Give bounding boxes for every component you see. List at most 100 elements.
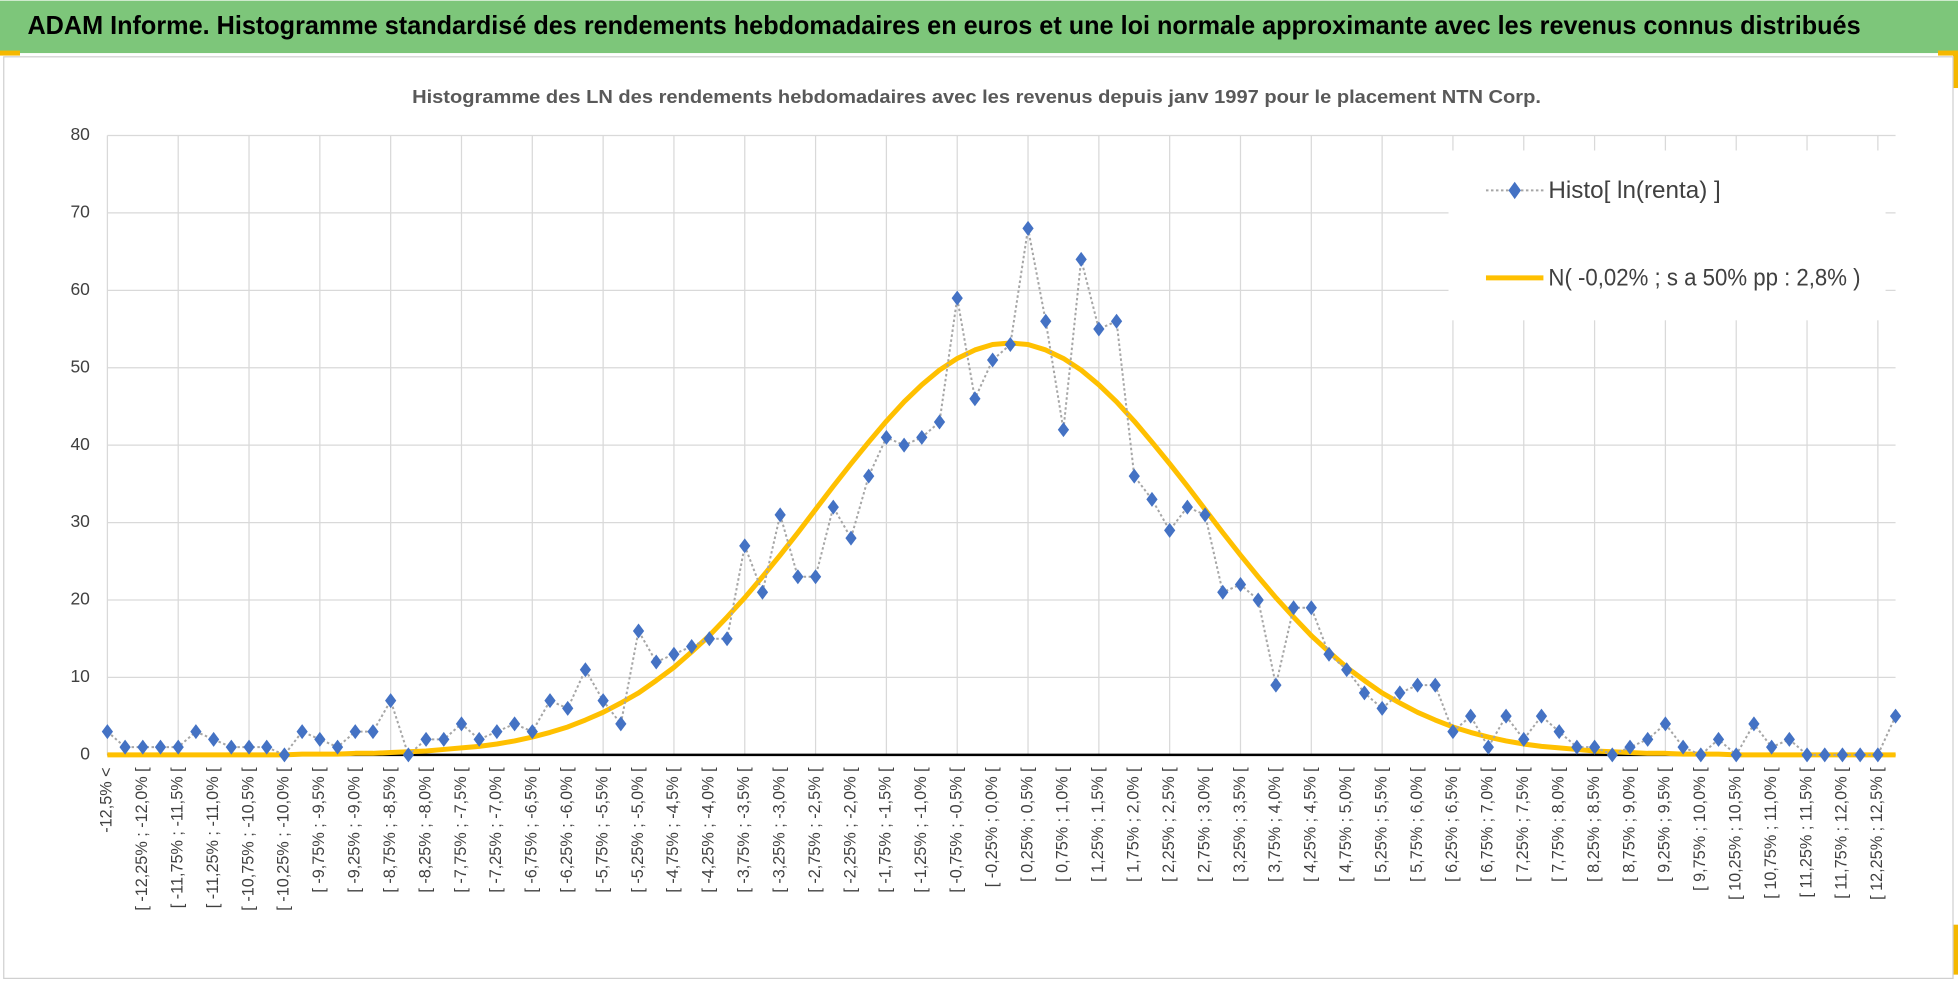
histo-marker (296, 724, 308, 740)
x-tick-label: [ 4,75% ; 5,0% [ (1337, 767, 1355, 882)
histo-marker (792, 569, 804, 585)
histo-marker (1252, 592, 1264, 608)
histo-marker (526, 724, 538, 740)
histo-marker (1695, 747, 1707, 763)
x-tick-label: [ 9,25% ; 9,5% [ (1656, 767, 1674, 882)
histo-marker (1748, 716, 1760, 732)
histo-marker (190, 724, 202, 740)
x-tick-label: [ -3,25% ; -3,0% [ (770, 767, 788, 893)
x-tick-label: [ 1,25% ; 1,5% [ (1089, 767, 1107, 882)
histo-marker (1004, 337, 1016, 353)
histo-marker (898, 437, 910, 453)
x-tick-label: [ -11,75% ; -11,5% [ (168, 767, 186, 908)
x-tick-label: [ -1,75% ; -1,5% [ (877, 767, 895, 893)
legend-swatch (1508, 181, 1521, 200)
histo-marker (597, 693, 609, 709)
y-tick-label: 50 (70, 356, 90, 376)
x-tick-label: [ -4,75% ; -4,5% [ (664, 767, 682, 893)
x-tick-label: [ 11,75% ; 12,0% [ (1833, 767, 1851, 899)
histo-marker (508, 716, 521, 732)
corner-mark (0, 50, 20, 56)
histo-marker (349, 724, 361, 740)
histo-marker (969, 391, 981, 407)
histo-marker (863, 468, 875, 484)
histo-marker (1093, 321, 1105, 337)
histo-marker (1500, 708, 1512, 724)
histo-marker (1040, 313, 1052, 329)
x-tick-label: [ -11,25% ; -11,0% [ (204, 767, 222, 908)
histo-marker (1606, 747, 1618, 763)
x-tick-label: [ 8,25% ; 8,5% [ (1585, 767, 1603, 882)
histo-marker (650, 654, 662, 670)
x-tick-label: [ -3,75% ; -3,5% [ (735, 767, 753, 893)
x-tick-label: [ -9,25% ; -9,0% [ (346, 767, 364, 893)
x-tick-label: [ -12,25% ; -12,0% [ (133, 767, 151, 911)
histo-marker (1677, 739, 1689, 755)
x-tick-label: [ 6,25% ; 6,5% [ (1443, 767, 1461, 882)
histo-marker (1146, 491, 1158, 507)
header-band (0, 0, 1958, 54)
x-tick-label: [ 7,75% ; 8,0% [ (1549, 767, 1567, 882)
histo-marker (562, 700, 574, 716)
histo-marker (225, 739, 237, 755)
y-tick-label: 80 (70, 124, 90, 144)
histo-marker (1801, 747, 1813, 763)
x-tick-label: [ -5,75% ; -5,5% [ (593, 767, 611, 893)
histo-marker (331, 739, 344, 755)
histo-marker (703, 631, 715, 647)
x-tick-label: [ 0,75% ; 1,0% [ (1054, 767, 1072, 882)
histo-marker (1553, 724, 1565, 740)
histo-marker (1642, 731, 1654, 747)
histo-marker (1447, 724, 1459, 740)
x-tick-label: [ -1,25% ; -1,0% [ (912, 767, 930, 893)
y-tick-label: 70 (70, 202, 90, 222)
histo-marker (1305, 600, 1317, 616)
legend-label: N( -0,02% ; s a 50% pp : 2,8% ) (1548, 265, 1860, 291)
x-tick-label: [ 7,25% ; 7,5% [ (1514, 767, 1532, 882)
histo-marker (686, 638, 698, 654)
x-tick-label: [ 2,75% ; 3,0% [ (1195, 767, 1213, 882)
corner-mark (1953, 924, 1958, 975)
histo-marker (101, 724, 114, 740)
histo-marker (314, 731, 326, 747)
x-tick-label: [ 5,75% ; 6,0% [ (1408, 767, 1426, 882)
histo-marker (1889, 708, 1902, 724)
histo-marker (207, 731, 220, 747)
histo-marker (933, 414, 946, 430)
header-title: ADAM Informe. Histogramme standardisé de… (27, 10, 1860, 40)
histo-marker (243, 739, 255, 755)
x-tick-label: [ -9,75% ; -9,5% [ (310, 767, 328, 893)
histo-marker (1376, 700, 1388, 716)
histo-marker (455, 716, 468, 732)
y-tick-label: 20 (70, 589, 90, 609)
histo-marker (809, 569, 822, 585)
x-tick-label: [ 12,25% ; 12,5% [ (1868, 767, 1886, 900)
histo-marker (739, 538, 751, 554)
histo-marker (473, 731, 485, 747)
x-tick-label: [ -4,25% ; -4,0% [ (700, 767, 718, 893)
y-tick-label: 40 (70, 434, 90, 454)
histo-marker (1323, 646, 1335, 662)
x-tick-label: [ -8,25% ; -8,0% [ (416, 767, 434, 893)
histo-marker (367, 724, 379, 740)
histo-marker (615, 716, 627, 732)
x-tick-label: [ -5,25% ; -5,0% [ (629, 767, 647, 893)
x-tick-label: [ -6,25% ; -6,0% [ (558, 767, 576, 893)
histo-marker (385, 693, 397, 709)
histo-marker (1624, 739, 1636, 755)
histo-marker (1181, 499, 1193, 515)
histo-marker (278, 747, 291, 763)
x-tick-label: [ -7,25% ; -7,0% [ (487, 767, 505, 893)
legend-box (1448, 150, 1886, 321)
x-tick-label: [ 10,75% ; 11,0% [ (1762, 767, 1780, 899)
histo-marker (154, 739, 167, 755)
histo-marker (1766, 739, 1778, 755)
x-tick-label: [ -0,75% ; -0,5% [ (947, 767, 965, 893)
y-tick-label: 10 (70, 666, 90, 686)
x-tick-label: [ -8,75% ; -8,5% [ (381, 767, 399, 893)
x-tick-label: [ 8,75% ; 9,0% [ (1620, 767, 1638, 882)
histo-marker (1217, 584, 1229, 600)
histo-marker (1429, 677, 1441, 693)
y-tick-label: 60 (70, 279, 90, 299)
